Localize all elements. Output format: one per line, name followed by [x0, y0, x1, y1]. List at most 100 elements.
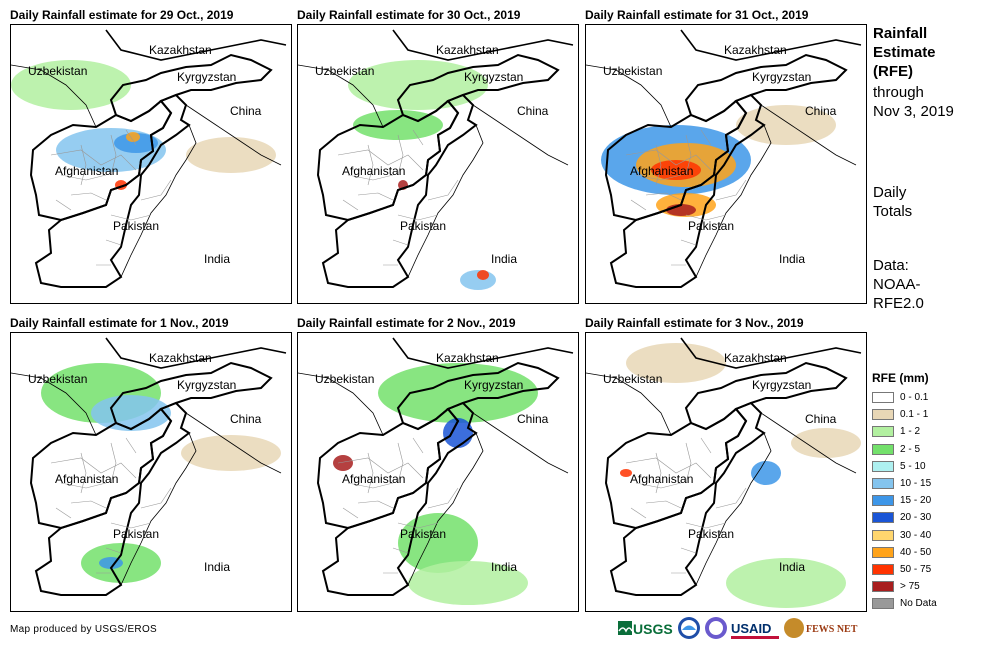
label-uzbekistan: Uzbekistan [28, 64, 88, 78]
kazakhstan-border [392, 29, 574, 61]
legend-swatch [872, 563, 894, 575]
legend-item: 1 - 2 [872, 423, 972, 440]
label-china: China [805, 412, 837, 426]
label-pakistan: Pakistan [113, 219, 160, 233]
rainfall-layer [11, 60, 276, 190]
uzbekistan-border [586, 64, 672, 128]
legend-swatch [872, 460, 894, 472]
province-lines [625, 437, 712, 519]
legend-title: RFE (mm) [872, 371, 929, 385]
rainfall-map-panel-6: Daily Rainfall estimate for 3 Nov., 2019 [585, 316, 867, 618]
province-lines [50, 129, 137, 211]
legend-item: 10 - 15 [872, 475, 972, 492]
label-kazakhstan: Kazakhstan [436, 43, 499, 57]
rainfall-area [620, 469, 632, 477]
legend-label: 20 - 30 [900, 512, 932, 524]
label-india: India [204, 560, 231, 574]
legend-label: 1 - 2 [900, 426, 921, 438]
rainfall-layer [620, 343, 861, 608]
rainfall-area [791, 428, 861, 458]
legend-item: 50 - 75 [872, 561, 972, 578]
map-canvas [298, 29, 574, 290]
label-uzbekistan: Uzbekistan [603, 372, 663, 386]
side-title: Rainfall Estimate (RFE) [873, 24, 936, 81]
usaid-logo-text: USAID [731, 621, 771, 636]
rainfall-area [353, 110, 443, 140]
label-kazakhstan: Kazakhstan [149, 351, 212, 365]
pakistan-border [609, 93, 766, 288]
rainfall-map-panel-3: Daily Rainfall estimate for 31 Oct., 201… [585, 8, 867, 310]
panel-title: Daily Rainfall estimate for 29 Oct., 201… [10, 8, 234, 22]
pakistan-border [609, 401, 766, 596]
legend-label: No Data [900, 598, 937, 610]
legend-label: 10 - 15 [900, 478, 932, 490]
china-border [472, 412, 569, 474]
label-kyrgyzstan: Kyrgyzstan [752, 378, 812, 392]
rainfall-area [11, 60, 131, 110]
uzbekistan-border [11, 372, 97, 436]
china-border [185, 104, 282, 166]
rainfall-area [378, 363, 538, 423]
label-kyrgyzstan: Kyrgyzstan [464, 378, 524, 392]
china-border [185, 412, 282, 474]
legend-item: 0.1 - 1 [872, 406, 972, 423]
province-lines [337, 129, 424, 211]
india-border [120, 124, 197, 278]
legend-item: > 75 [872, 578, 972, 595]
pakistan-border [321, 93, 478, 288]
rainfall-map-panel-5: Daily Rainfall estimate for 2 Nov., 2019 [297, 316, 579, 618]
side-source-line2: RFE2.0 [873, 295, 924, 312]
label-afghanistan: Afghanistan [55, 472, 119, 486]
label-afghanistan: Afghanistan [342, 472, 406, 486]
label-uzbekistan: Uzbekistan [28, 372, 88, 386]
india-border [695, 124, 772, 278]
boundaries-layer [586, 29, 862, 288]
legend-label: 50 - 75 [900, 563, 932, 575]
label-india: India [491, 252, 518, 266]
credit-text: Map produced by USGS/EROS [10, 624, 158, 635]
uzbekistan-border [586, 372, 672, 436]
label-china: China [517, 104, 549, 118]
rainfall-area [736, 105, 836, 145]
map-canvas [586, 337, 862, 608]
india-border [407, 124, 484, 278]
label-pakistan: Pakistan [113, 527, 160, 541]
afghanistan-border [604, 407, 748, 530]
legend-label: 0 - 0.1 [900, 392, 929, 404]
india-border [120, 432, 197, 586]
uzbekistan-border [298, 372, 384, 436]
legend-label: 5 - 10 [900, 460, 926, 472]
rainfall-area [181, 435, 281, 471]
legend-swatch [872, 598, 894, 610]
pakistan-province-lines [383, 487, 459, 574]
label-china: China [230, 104, 262, 118]
uzbekistan-border [11, 64, 97, 128]
rainfall-area [114, 133, 158, 153]
label-uzbekistan: Uzbekistan [315, 372, 375, 386]
label-india: India [779, 252, 806, 266]
side-data-label: Data: [873, 257, 909, 274]
legend-swatch [872, 581, 894, 593]
china-border [760, 104, 857, 166]
pakistan-province-lines [671, 179, 747, 266]
legend-item: 2 - 5 [872, 441, 972, 458]
rainfall-map-panel-2: Daily Rainfall estimate for 30 Oct., 201… [297, 8, 579, 310]
map-frame: Kazakhstan Uzbekistan Kyrgyzstan China A… [297, 24, 579, 304]
rainfall-area [408, 561, 528, 605]
label-pakistan: Pakistan [400, 219, 447, 233]
label-kazakhstan: Kazakhstan [149, 43, 212, 57]
kazakhstan-border [680, 337, 862, 369]
rainfall-map-panel-4: Daily Rainfall estimate for 1 Nov., 2019 [10, 316, 292, 618]
label-pakistan: Pakistan [688, 527, 735, 541]
label-india: India [491, 560, 518, 574]
map-frame: Kazakhstan Uzbekistan Kyrgyzstan China A… [10, 332, 292, 612]
label-kazakhstan: Kazakhstan [436, 351, 499, 365]
pakistan-province-lines [96, 179, 172, 266]
label-kazakhstan: Kazakhstan [724, 43, 787, 57]
legend-item: 40 - 50 [872, 544, 972, 561]
legend-swatch [872, 409, 894, 421]
panel-title: Daily Rainfall estimate for 1 Nov., 2019 [10, 316, 229, 330]
map-canvas [11, 337, 287, 596]
map-canvas [586, 29, 862, 288]
noaa-logo [678, 617, 700, 639]
